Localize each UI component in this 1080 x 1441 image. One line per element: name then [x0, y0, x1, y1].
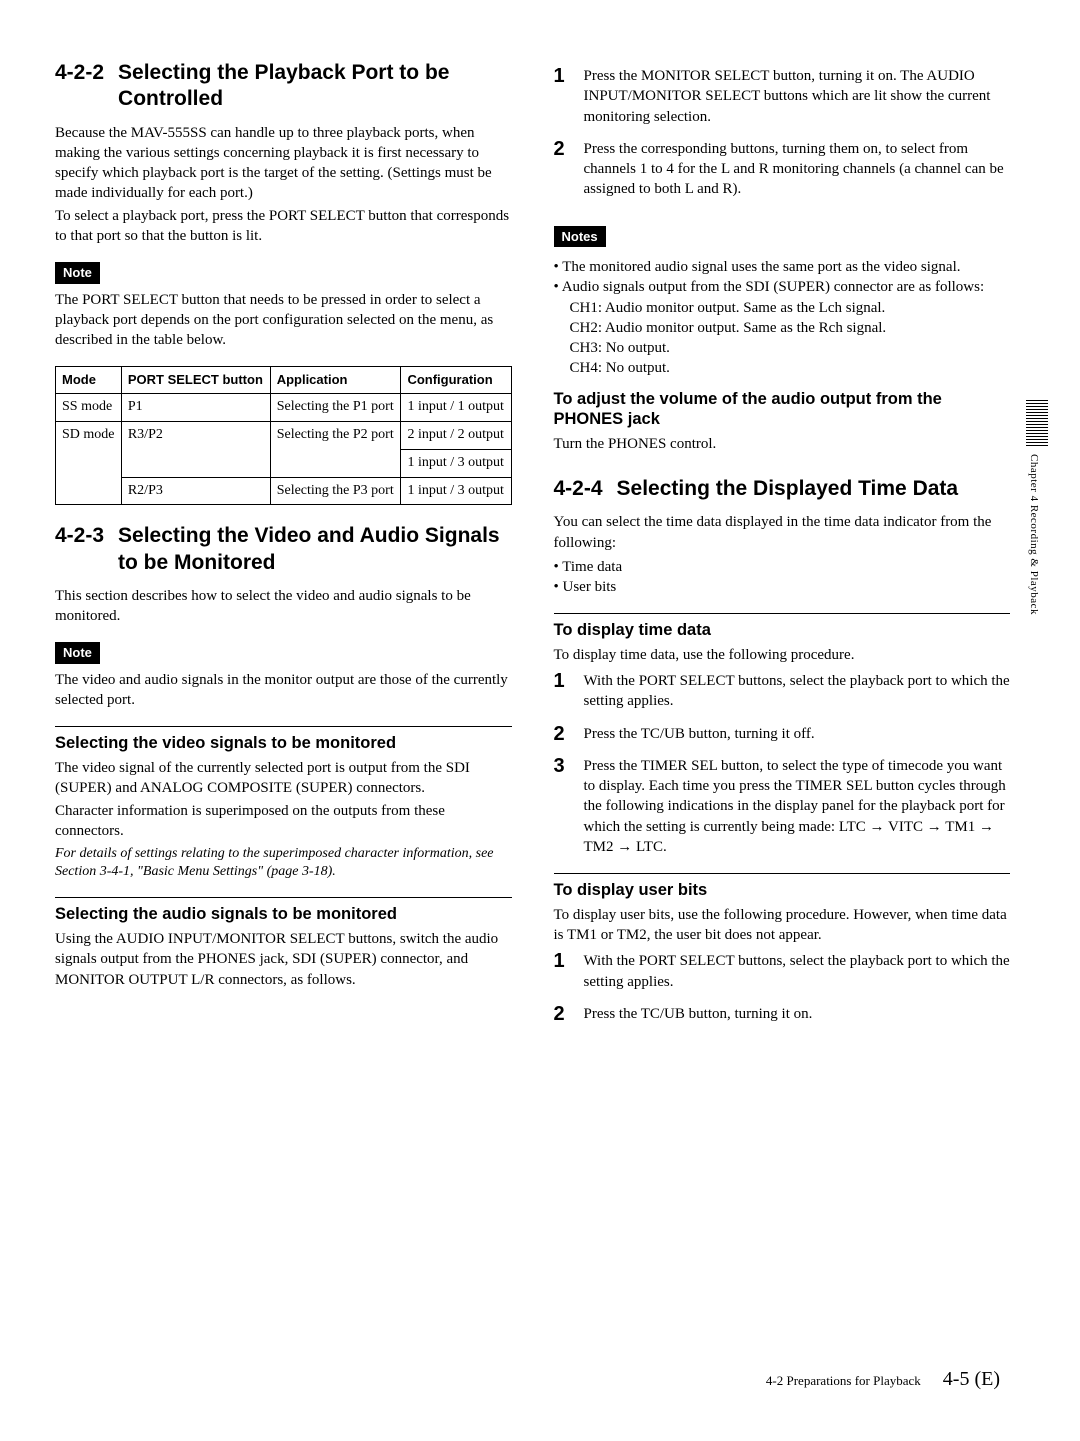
step-number: 2 [554, 139, 570, 200]
step-number: 1 [554, 951, 570, 992]
note-badge: Note [55, 262, 100, 284]
heading-text: Selecting the Playback Port to be Contro… [118, 60, 511, 113]
heading-number: 4-2-4 [554, 476, 603, 502]
side-tab-bars-icon [1026, 400, 1048, 448]
step: 2 Press the TC/UB button, turning it on. [554, 1004, 1011, 1024]
page-footer: 4-2 Preparations for Playback 4-5 (E) [766, 1366, 1000, 1393]
table-row: R2/P3 Selecting the P3 port 1 input / 3 … [56, 477, 512, 505]
time-data-options: Time data User bits [554, 557, 1011, 598]
subheading-adjust-volume: To adjust the volume of the audio output… [554, 389, 1011, 430]
step-text: With the PORT SELECT buttons, select the… [584, 671, 1011, 712]
subheading-audio: Selecting the audio signals to be monito… [55, 897, 512, 925]
steps-audio-monitor: 1 Press the MONITOR SELECT button, turni… [554, 66, 1011, 200]
heading-4-2-2: 4-2-2 Selecting the Playback Port to be … [55, 60, 512, 113]
paragraph: Because the MAV-555SS can handle up to t… [55, 123, 512, 204]
heading-4-2-4: 4-2-4 Selecting the Displayed Time Data [554, 476, 1011, 502]
step-number: 1 [554, 671, 570, 712]
paragraph: This section describes how to select the… [55, 586, 512, 627]
th-port: PORT SELECT button [121, 367, 270, 394]
step: 1 With the PORT SELECT buttons, select t… [554, 951, 1011, 992]
notes-list: The monitored audio signal uses the same… [554, 257, 1011, 379]
paragraph: To display user bits, use the following … [554, 905, 1011, 946]
th-cfg: Configuration [401, 367, 511, 394]
step: 3 Press the TIMER SEL button, to select … [554, 756, 1011, 857]
side-tab-label: Chapter 4 Recording & Playback [1026, 454, 1041, 615]
step: 2 Press the corresponding buttons, turni… [554, 139, 1011, 200]
step-number: 1 [554, 66, 570, 127]
th-mode: Mode [56, 367, 122, 394]
step-number: 3 [554, 756, 570, 857]
heading-4-2-3: 4-2-3 Selecting the Video and Audio Sign… [55, 523, 512, 576]
subheading-display-userbits: To display user bits [554, 873, 1011, 901]
channel-line: CH1: Audio monitor output. Same as the L… [570, 298, 1011, 318]
step-number: 2 [554, 724, 570, 744]
paragraph: The video signal of the currently select… [55, 758, 512, 799]
step-text: Press the TC/UB button, turning it on. [584, 1004, 813, 1024]
paragraph: Character information is superimposed on… [55, 801, 512, 842]
paragraph: You can select the time data displayed i… [554, 512, 1011, 553]
note-text: The PORT SELECT button that needs to be … [55, 290, 512, 351]
paragraph: To display time data, use the following … [554, 645, 1011, 665]
channel-line: CH4: No output. [570, 358, 1011, 378]
step: 1 With the PORT SELECT buttons, select t… [554, 671, 1011, 712]
step: 1 Press the MONITOR SELECT button, turni… [554, 66, 1011, 127]
table-row: SS mode P1 Selecting the P1 port 1 input… [56, 393, 512, 421]
list-item: User bits [554, 577, 1011, 597]
heading-number: 4-2-2 [55, 60, 104, 113]
paragraph: To select a playback port, press the POR… [55, 206, 512, 247]
subheading-video: Selecting the video signals to be monito… [55, 726, 512, 754]
step-text: Press the MONITOR SELECT button, turning… [584, 66, 1011, 127]
table-row: SD mode R3/P2 Selecting the P2 port 2 in… [56, 421, 512, 449]
italic-note: For details of settings relating to the … [55, 845, 512, 881]
list-item: The monitored audio signal uses the same… [554, 257, 1011, 277]
notes-badge: Notes [554, 226, 606, 248]
heading-text: Selecting the Video and Audio Signals to… [118, 523, 511, 576]
footer-page-number: 4-5 (E) [943, 1366, 1000, 1393]
list-item: Audio signals output from the SDI (SUPER… [554, 277, 1011, 378]
note-text: The video and audio signals in the monit… [55, 670, 512, 711]
channel-line: CH3: No output. [570, 338, 1011, 358]
step-text: With the PORT SELECT buttons, select the… [584, 951, 1011, 992]
left-column: 4-2-2 Selecting the Playback Port to be … [55, 60, 512, 1036]
heading-number: 4-2-3 [55, 523, 104, 576]
step-number: 2 [554, 1004, 570, 1024]
list-item: Time data [554, 557, 1011, 577]
steps-display-userbits: 1 With the PORT SELECT buttons, select t… [554, 951, 1011, 1024]
paragraph: Using the AUDIO INPUT/MONITOR SELECT but… [55, 929, 512, 990]
right-column: 1 Press the MONITOR SELECT button, turni… [554, 60, 1011, 1036]
channel-line: CH2: Audio monitor output. Same as the R… [570, 318, 1011, 338]
note-badge: Note [55, 642, 100, 664]
config-table: Mode PORT SELECT button Application Conf… [55, 366, 512, 505]
step-text: Press the TIMER SEL button, to select th… [584, 756, 1011, 857]
step-text: Press the TC/UB button, turning it off. [584, 724, 815, 744]
step: 2 Press the TC/UB button, turning it off… [554, 724, 1011, 744]
th-app: Application [270, 367, 401, 394]
heading-text: Selecting the Displayed Time Data [617, 476, 959, 502]
side-tab: Chapter 4 Recording & Playback [1026, 400, 1052, 710]
steps-display-time: 1 With the PORT SELECT buttons, select t… [554, 671, 1011, 857]
step-text: Press the corresponding buttons, turning… [584, 139, 1011, 200]
paragraph: Turn the PHONES control. [554, 434, 1011, 454]
footer-section: 4-2 Preparations for Playback [766, 1372, 921, 1390]
subheading-display-time: To display time data [554, 613, 1011, 641]
